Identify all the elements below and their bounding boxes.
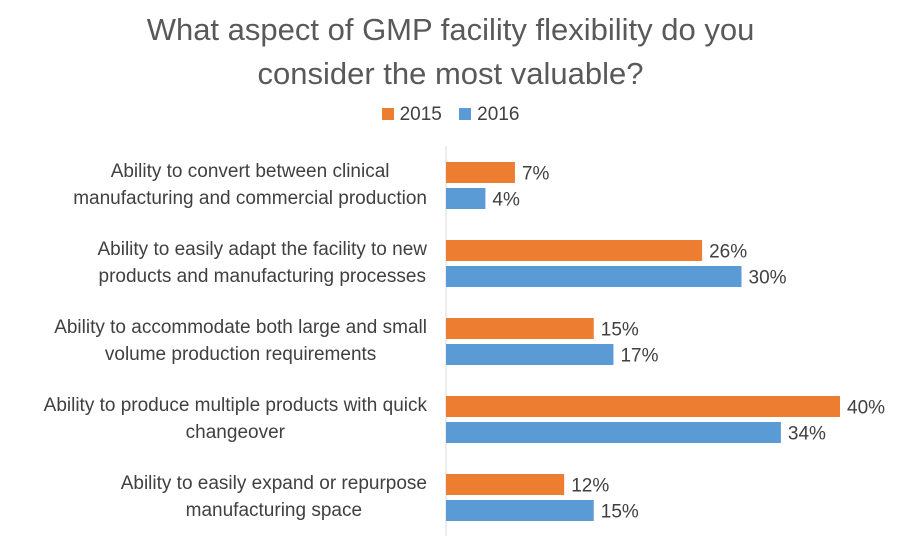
- data-label-2016-4: 15%: [601, 502, 639, 523]
- bar-2016-3: [446, 422, 781, 443]
- bar-2016-0: [446, 188, 486, 209]
- bars-layer: 7%4% 26%30% 15% 17% 40% 34% 12% 15%: [446, 162, 885, 523]
- legend-label-2016: 2016: [477, 104, 520, 125]
- chart-title: What aspect of GMP facility flexibility …: [0, 8, 901, 96]
- category-label-adapt: Ability to easily adapt the facility to …: [97, 239, 427, 287]
- data-label-2015-2: 15%: [601, 320, 639, 341]
- legend-item-2016: 2016: [459, 103, 519, 127]
- bar-2015-1: [446, 240, 703, 261]
- data-label-2016-1: 30%: [749, 268, 787, 289]
- bar-2015-3: [446, 396, 840, 417]
- category-label-multiple-products: Ability to produce multiple products wit…: [43, 395, 427, 443]
- data-label-2015-3: 40%: [847, 398, 885, 419]
- legend: 2015 2016: [0, 103, 901, 127]
- category-label-accommodate: Ability to accommodate both large and sm…: [54, 317, 427, 365]
- data-label-2016-3: 34%: [788, 424, 826, 445]
- data-label-2015-1: 26%: [709, 242, 747, 263]
- bar-2015-2: [446, 318, 594, 339]
- chart-title-line-2: consider the most valuable?: [257, 56, 644, 91]
- chart-title-line-1: What aspect of GMP facility flexibility …: [146, 12, 755, 47]
- category-label-expand: Ability to easily expand or repurpose ma…: [120, 473, 427, 521]
- data-label-2016-0: 4%: [492, 190, 520, 211]
- bar-2015-4: [446, 474, 565, 495]
- legend-swatch-2015: [381, 108, 394, 120]
- data-label-2015-0: 7%: [522, 164, 550, 185]
- data-label-2016-2: 17%: [620, 346, 658, 367]
- legend-swatch-2016: [459, 108, 472, 120]
- bar-2016-1: [446, 266, 742, 287]
- legend-item-2015: 2015: [381, 103, 442, 127]
- bar-2016-4: [446, 500, 594, 521]
- category-label-convert: Ability to convert between clinical manu…: [73, 161, 427, 209]
- bar-2016-2: [446, 344, 614, 365]
- data-label-2015-4: 12%: [571, 476, 609, 497]
- legend-label-2015: 2015: [399, 104, 442, 125]
- bar-2015-0: [446, 162, 515, 183]
